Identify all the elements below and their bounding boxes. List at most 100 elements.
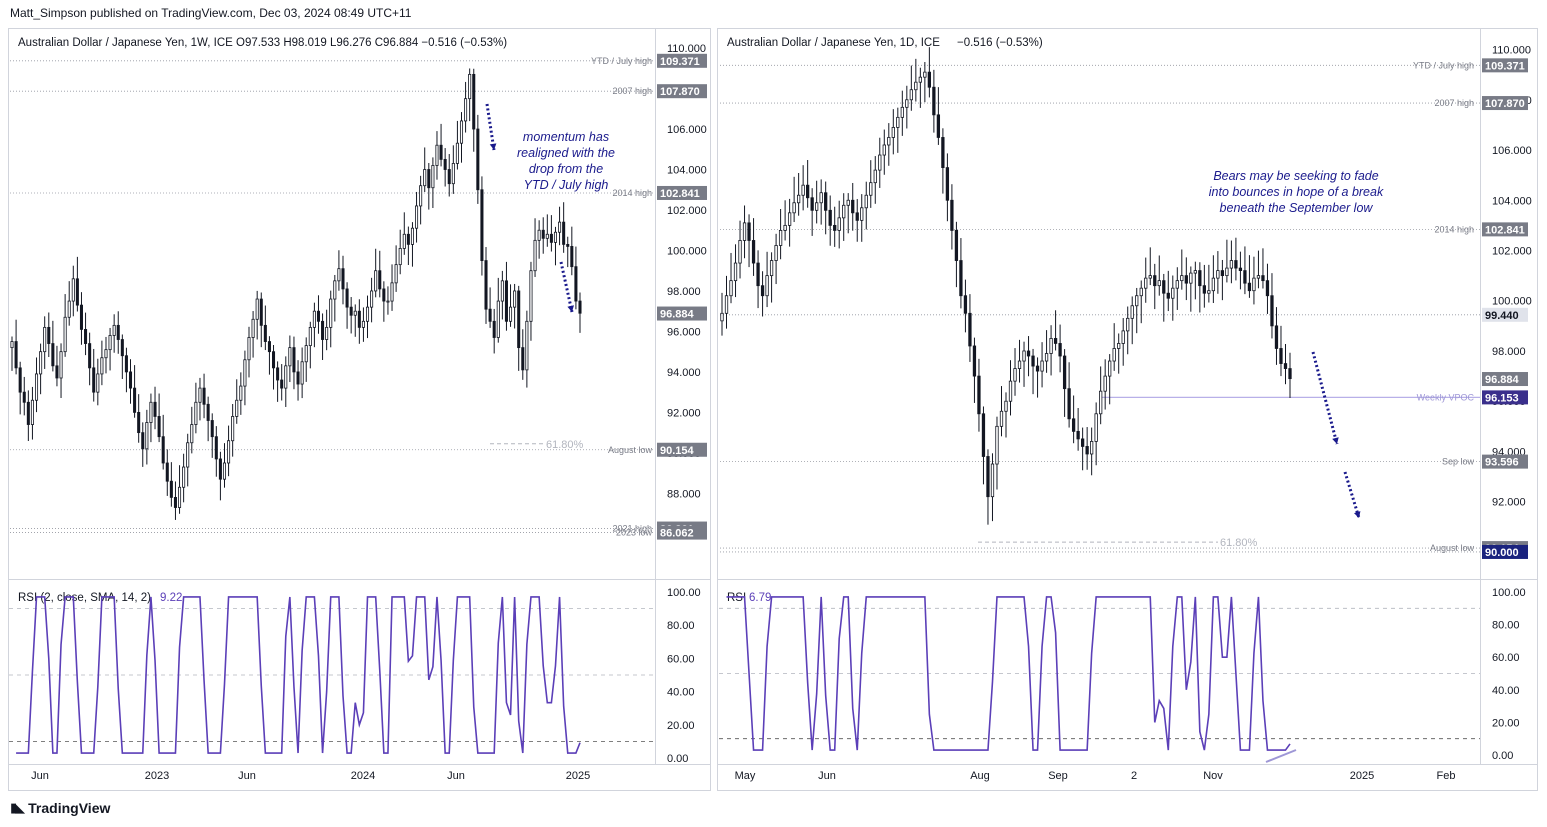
p1-candle-body	[169, 480, 173, 498]
p1-rsi-y-tick-label: 80.00	[667, 620, 695, 632]
p2-ohlc-label: −0.516 (−0.53%)	[957, 37, 1043, 49]
p2-candle-body	[1049, 338, 1053, 354]
p2-candle-body	[1099, 390, 1103, 415]
p2-candle-body	[1211, 277, 1216, 292]
p1-candle-body	[292, 347, 296, 373]
p1-candle-body	[415, 205, 419, 229]
p1-candle-body	[47, 326, 51, 344]
p1-rsi-y-tick-label: 60.00	[667, 653, 695, 665]
p2-candle-body	[1090, 441, 1094, 455]
p1-candle-body	[59, 351, 63, 379]
p1-candle-body	[492, 320, 496, 338]
p2-price-tag-label: 90.000	[1485, 547, 1519, 559]
p1-candle-body	[88, 343, 92, 369]
p1-candle-body	[206, 403, 210, 421]
p2-rsi-y-tick-label: 100.00	[1492, 587, 1526, 599]
p2-candle-body	[1044, 353, 1049, 362]
p2-candle-body	[1080, 438, 1085, 447]
p1-y-tick-label: 106.000	[667, 124, 707, 136]
p1-candle-body	[537, 229, 541, 241]
p1-candle-body	[410, 227, 414, 245]
p1-candle-body	[513, 290, 517, 308]
p1-candle-body	[374, 270, 378, 292]
p2-candle-body	[1004, 400, 1008, 412]
p1-candle-body	[308, 326, 312, 347]
p2-candle-body	[769, 260, 774, 277]
p1-x-tick-label: 2023	[145, 770, 169, 782]
p1-candle-body	[390, 282, 394, 302]
p1-candle-body	[496, 300, 500, 338]
p2-candle-body	[1243, 270, 1247, 284]
p1-candle-body	[500, 280, 504, 302]
p1-candle-body	[43, 326, 47, 353]
p2-last-price-label: 96.884	[1485, 374, 1520, 386]
p1-x-tick-label: Jun	[447, 770, 465, 782]
p1-candle-body	[300, 361, 304, 385]
p1-rsi-line	[16, 596, 581, 754]
p2-candle-body	[747, 222, 751, 241]
p2-rsi-line	[726, 596, 1291, 751]
p2-level-label: August low	[1430, 543, 1475, 553]
tradingview-footer[interactable]: ▮◣ TradingView	[10, 800, 110, 816]
p1-price-tag-label: 90.154	[660, 445, 695, 457]
p2-y-tick-label: 92.000	[1492, 497, 1526, 509]
p2-candle-body	[1117, 343, 1121, 349]
p1-candle-body	[100, 357, 104, 375]
p1-y-tick-label: 98.000	[667, 286, 701, 298]
p2-candle-body	[842, 204, 846, 219]
p1-candle-body	[120, 339, 124, 357]
p2-candle-body	[1112, 348, 1116, 362]
p2-candle-body	[995, 425, 999, 465]
p1-price-tag-box	[657, 53, 707, 68]
p2-x-tick-label: Aug	[970, 770, 990, 782]
p1-candle-body	[239, 385, 243, 401]
p2-candle-body	[1067, 388, 1071, 420]
p1-candle-body	[218, 458, 222, 480]
p2-candle-body	[869, 182, 873, 196]
p2-candle-body	[1071, 418, 1076, 432]
p1-candle-body	[357, 310, 361, 328]
p1-candle-body	[84, 329, 88, 344]
p1-candle-body	[108, 335, 112, 351]
p2-price-tag-label: 107.870	[1485, 98, 1525, 110]
p2-candle-body	[936, 114, 941, 138]
p1-x-tick-label: Jun	[31, 770, 49, 782]
p1-candle-body	[509, 306, 513, 322]
p1-candle-body	[533, 239, 537, 272]
p2-candle-body	[909, 89, 913, 101]
p1-y-tick-label: 102.000	[667, 205, 707, 217]
p1-candle-body	[112, 324, 116, 336]
p2-candle-body	[1035, 365, 1040, 372]
p2-rsi-y-tick-label: 60.00	[1492, 652, 1520, 664]
p1-candle-body	[141, 432, 145, 450]
p2-candle-body	[923, 71, 927, 78]
p2-candle-body	[765, 275, 769, 297]
p2-candle-body	[851, 199, 855, 214]
p1-candle-body	[124, 355, 128, 373]
p2-candle-body	[815, 202, 819, 211]
p1-candle-body	[198, 387, 202, 403]
p2-candle-body	[963, 295, 968, 314]
p2-candle-body	[1270, 295, 1274, 327]
p1-candle-body	[464, 98, 468, 122]
p2-candle-body	[1198, 270, 1202, 287]
p2-candle-body	[1193, 270, 1197, 274]
p2-candle-body	[819, 192, 823, 204]
p1-candle-body	[333, 280, 337, 300]
p2-candle-body	[1108, 360, 1112, 377]
p1-level-label: YTD / July high	[591, 56, 652, 66]
p1-candle-body	[55, 365, 59, 379]
p2-candle-body	[1153, 275, 1157, 287]
p1-candle-body	[558, 221, 562, 233]
p1-last-price-label: 96.884	[660, 309, 695, 321]
p1-candle-body	[574, 266, 578, 302]
p1-candle-body	[566, 243, 570, 247]
p1-candle-body	[173, 496, 177, 508]
p2-price-tag-box	[1482, 390, 1528, 405]
p1-candle-body	[431, 165, 435, 189]
p1-candle-body	[472, 73, 476, 130]
p2-candle-body	[1031, 355, 1035, 367]
p2-candle-body	[796, 194, 801, 204]
p2-price-tag-box	[1482, 307, 1528, 322]
